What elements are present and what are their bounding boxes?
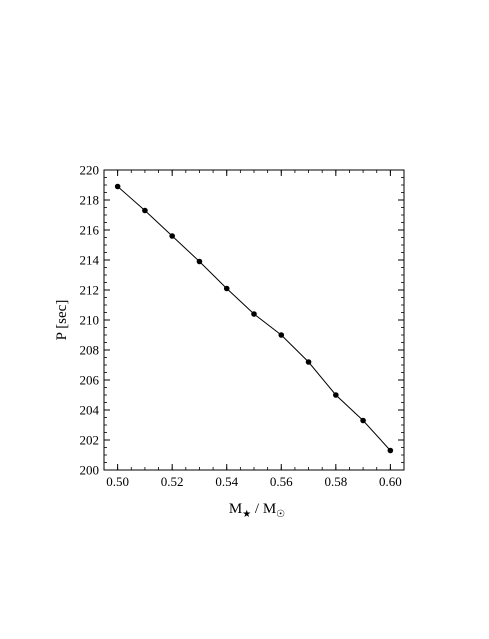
data-point [251, 311, 257, 317]
y-tick-label: 206 [80, 373, 100, 388]
y-tick-label: 204 [80, 403, 100, 418]
x-axis-label-middle: / M [251, 501, 276, 517]
x-axis-label: M★ / M☉ [229, 501, 285, 520]
major-ticks [104, 169, 404, 471]
y-tick-label: 208 [80, 343, 100, 358]
data-point [169, 233, 175, 239]
y-tick-label: 212 [80, 283, 100, 298]
series-line [117, 186, 391, 451]
x-tick-label: 0.54 [215, 474, 238, 489]
x-tick-label: 0.60 [379, 474, 402, 489]
x-tick-label: 0.50 [106, 474, 129, 489]
data-point [333, 392, 339, 398]
data-point [142, 207, 148, 214]
data-point [305, 359, 312, 365]
x-axis-label-prefix: M [229, 501, 242, 517]
y-axis-label: P [sec] [54, 300, 70, 341]
data-point [114, 183, 121, 190]
y-tick-label: 216 [80, 223, 100, 238]
data-point [223, 285, 230, 292]
x-tick-labels: 0.50 0.52 0.54 0.56 0.58 0.60 [106, 474, 401, 489]
data-point [387, 447, 394, 454]
y-tick-label: 214 [80, 253, 100, 268]
y-tick-labels: 200 202 204 206 208 210 212 214 216 218 220 [80, 163, 100, 478]
y-tick-label: 210 [80, 313, 100, 328]
x-axis-label-sub-sun: ☉ [276, 509, 285, 520]
y-tick-label: 220 [80, 163, 100, 178]
x-axis-label-sub-star: ★ [242, 509, 251, 520]
series-points [114, 183, 394, 454]
data-point [196, 258, 203, 265]
y-tick-label: 200 [80, 463, 100, 478]
x-tick-label: 0.52 [161, 474, 184, 489]
data-point [360, 417, 366, 424]
y-tick-label: 218 [80, 193, 100, 208]
data-point [278, 332, 285, 338]
x-tick-label: 0.58 [324, 474, 347, 489]
x-tick-label: 0.56 [270, 474, 293, 489]
y-tick-label: 202 [80, 433, 100, 448]
